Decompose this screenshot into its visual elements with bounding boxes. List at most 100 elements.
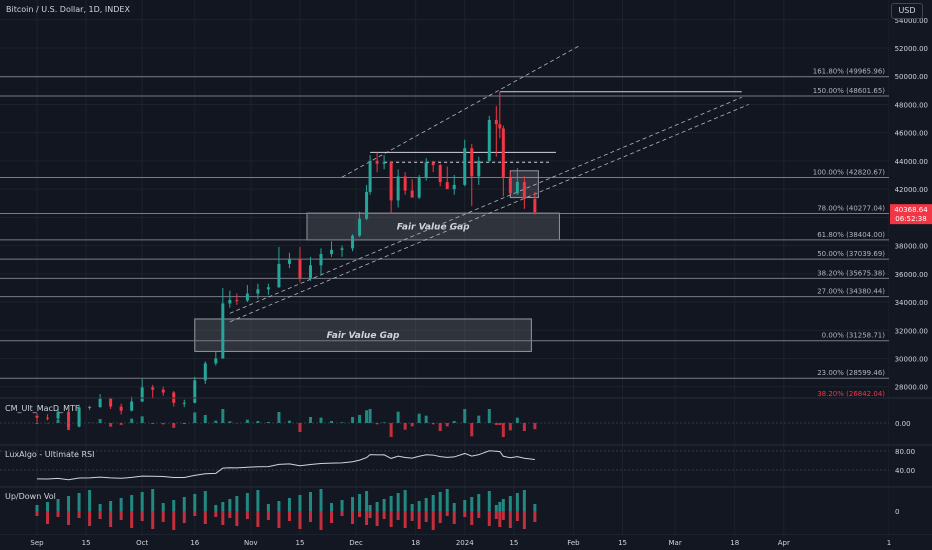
macd-histogram-bar xyxy=(403,423,407,430)
volume-down-bar xyxy=(319,511,323,530)
candle-body xyxy=(330,249,334,255)
volume-down-bar xyxy=(487,511,491,526)
volume-down-bar xyxy=(330,511,334,523)
volume-up-bar xyxy=(214,505,218,511)
macd-histogram-bar xyxy=(228,421,232,423)
candle-body xyxy=(266,287,270,290)
fib-level-label: 23.00% (28599.46) xyxy=(817,369,885,377)
price-badge-value: 40368.64 xyxy=(894,206,928,214)
x-tick-label: Feb xyxy=(567,539,580,547)
volume-down-bar xyxy=(151,511,155,529)
macd-histogram-bar xyxy=(287,420,291,423)
macd-histogram-bar xyxy=(56,419,60,423)
x-tick-label: 16 xyxy=(190,539,199,547)
candle-body xyxy=(193,380,197,403)
macd-histogram-bar xyxy=(438,423,442,431)
candle-body xyxy=(368,160,372,192)
fib-level-label: 50.00% (37039.69) xyxy=(817,250,885,258)
macd-histogram-bar xyxy=(119,423,123,425)
macd-histogram-bar xyxy=(477,415,481,423)
volume-up-bar xyxy=(88,490,92,511)
volume-up-bar xyxy=(463,500,467,511)
volume-down-bar xyxy=(424,511,428,522)
macd-indicator-label[interactable]: CM_Ult_MacD_MTF xyxy=(5,404,80,413)
candle-body xyxy=(235,299,239,301)
candle-body xyxy=(445,182,449,190)
volume-up-bar xyxy=(266,504,270,511)
candle-body xyxy=(287,258,291,264)
candle-body xyxy=(358,218,362,236)
volume-down-bar xyxy=(351,511,355,524)
candle-body xyxy=(410,190,414,198)
volume-up-bar xyxy=(98,504,102,511)
candle-body xyxy=(438,165,442,183)
candle-body xyxy=(533,199,537,213)
candle-body xyxy=(221,303,225,359)
macd-histogram-bar xyxy=(193,412,197,423)
currency-button[interactable]: USD xyxy=(891,3,923,19)
volume-down-bar xyxy=(470,511,474,525)
volume-up-bar xyxy=(203,491,207,511)
rsi-tick-40: 40.00 xyxy=(895,467,915,475)
candle-body xyxy=(151,387,155,390)
candle-body xyxy=(396,176,400,201)
y-tick-label: 34000.00 xyxy=(895,299,928,307)
y-tick-label: 28000.00 xyxy=(895,384,928,392)
candle-body xyxy=(501,128,505,178)
volume-down-bar xyxy=(463,511,467,517)
volume-down-bar xyxy=(477,511,481,518)
macd-histogram-bar xyxy=(319,417,323,423)
volume-up-bar xyxy=(470,497,474,511)
macd-histogram-bar xyxy=(431,423,435,425)
volume-down-bar xyxy=(396,511,400,520)
volume-down-bar xyxy=(375,511,379,526)
candle-body xyxy=(498,124,502,129)
candle-body xyxy=(67,411,71,427)
y-tick-label: 46000.00 xyxy=(895,130,928,138)
volume-down-bar xyxy=(340,511,344,516)
volume-up-bar xyxy=(277,501,281,511)
macd-histogram-bar xyxy=(256,421,260,423)
volume-up-bar xyxy=(330,503,334,511)
x-tick-label: Oct xyxy=(136,539,148,547)
chart-title: Bitcoin / U.S. Dollar, 1D, INDEX xyxy=(6,5,130,14)
x-tick-label: 18 xyxy=(411,539,420,547)
y-tick-label: 42000.00 xyxy=(895,186,928,194)
macd-histogram-bar xyxy=(221,409,225,423)
rsi-indicator-label[interactable]: LuxAlgo - Ultimate RSI xyxy=(5,450,95,459)
y-tick-label: 54000.00 xyxy=(895,17,928,25)
macd-histogram-bar xyxy=(35,423,39,424)
candle-body xyxy=(470,148,474,177)
macd-histogram-bar xyxy=(382,422,386,423)
volume-up-bar xyxy=(245,493,249,511)
macd-histogram-bar xyxy=(214,420,218,423)
volume-up-bar xyxy=(477,494,481,511)
candle-body xyxy=(130,401,134,411)
macd-histogram-bar xyxy=(203,415,207,423)
candle-body xyxy=(382,162,386,164)
macd-histogram-bar xyxy=(98,419,102,423)
volume-down-bar xyxy=(365,511,369,525)
volume-indicator-label[interactable]: Up/Down Vol xyxy=(5,492,56,501)
volume-up-bar xyxy=(424,498,428,511)
candle-body xyxy=(256,289,260,294)
volume-up-bar xyxy=(46,502,50,511)
volume-up-bar xyxy=(161,503,165,511)
y-tick-label: 36000.00 xyxy=(895,271,928,279)
volume-up-bar xyxy=(522,490,526,511)
x-tick-label: 2024 xyxy=(456,539,474,547)
volume-down-bar xyxy=(298,511,302,529)
macd-tick: 0.00 xyxy=(895,420,911,428)
candle-body xyxy=(182,402,186,404)
volume-up-bar xyxy=(172,500,176,511)
volume-up-bar xyxy=(508,496,512,511)
volume-up-bar xyxy=(365,491,369,511)
macd-histogram-bar xyxy=(308,417,312,423)
volume-down-bar xyxy=(161,511,165,522)
macd-histogram-bar xyxy=(151,423,155,425)
macd-histogram-bar xyxy=(375,423,379,425)
volume-down-bar xyxy=(277,511,281,528)
macd-histogram-bar xyxy=(417,413,421,423)
macd-histogram-bar xyxy=(358,415,362,423)
